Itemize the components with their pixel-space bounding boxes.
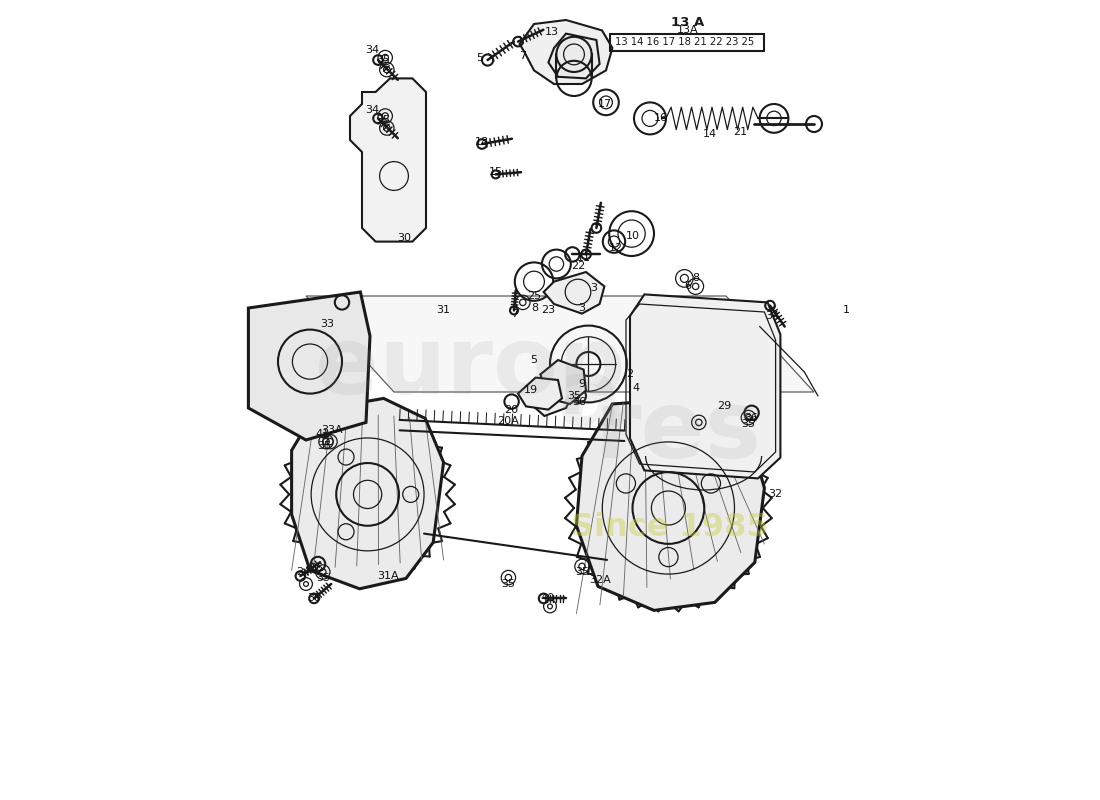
- Text: 13 14 16 17 18 21 22 23 25: 13 14 16 17 18 21 22 23 25: [615, 38, 755, 47]
- Text: europ: europ: [315, 322, 625, 414]
- Text: 1: 1: [843, 306, 849, 315]
- Text: 40: 40: [540, 594, 554, 603]
- Text: 31: 31: [436, 306, 450, 315]
- Text: 36: 36: [745, 413, 759, 422]
- Text: 23: 23: [541, 306, 556, 315]
- Polygon shape: [531, 368, 581, 416]
- Text: 21: 21: [734, 127, 748, 137]
- Text: 33: 33: [320, 319, 334, 329]
- Text: 35: 35: [575, 567, 589, 577]
- Text: 20: 20: [505, 405, 519, 414]
- Text: 3: 3: [591, 283, 597, 293]
- Polygon shape: [630, 294, 780, 478]
- Text: 12: 12: [608, 243, 623, 253]
- Text: 35: 35: [741, 419, 756, 429]
- Text: 32A: 32A: [588, 575, 610, 585]
- Text: 6: 6: [684, 282, 691, 291]
- Polygon shape: [292, 398, 443, 589]
- Text: 24: 24: [297, 567, 310, 577]
- Text: 35: 35: [318, 442, 331, 451]
- Text: 16: 16: [653, 114, 668, 123]
- Text: 41: 41: [316, 429, 330, 438]
- Text: 35: 35: [376, 115, 389, 125]
- Text: 34: 34: [365, 45, 380, 54]
- Text: 20A: 20A: [497, 416, 519, 426]
- Text: 5: 5: [530, 355, 538, 365]
- Text: 18: 18: [475, 138, 490, 147]
- Text: 13: 13: [544, 27, 559, 37]
- Text: 8: 8: [692, 274, 700, 283]
- Text: 19: 19: [524, 386, 538, 395]
- Text: 4: 4: [632, 383, 639, 393]
- Text: 38: 38: [307, 594, 321, 603]
- Text: res: res: [594, 386, 761, 478]
- Text: 36: 36: [572, 397, 586, 406]
- Text: 9: 9: [579, 379, 585, 389]
- Text: Since 1985: Since 1985: [571, 513, 769, 543]
- Polygon shape: [543, 272, 604, 314]
- Text: 5: 5: [476, 53, 483, 62]
- Text: 35: 35: [502, 579, 516, 589]
- Polygon shape: [249, 292, 370, 440]
- Text: 2: 2: [626, 369, 634, 378]
- Text: 33A: 33A: [321, 426, 343, 435]
- Text: 11: 11: [576, 253, 591, 262]
- Text: 7: 7: [512, 309, 518, 318]
- Text: 32: 32: [769, 490, 783, 499]
- Text: 14: 14: [703, 130, 717, 139]
- Text: 29: 29: [717, 402, 732, 411]
- Text: 35: 35: [316, 573, 330, 582]
- Text: a: a: [558, 354, 622, 446]
- Text: 13A: 13A: [676, 26, 698, 35]
- Polygon shape: [540, 360, 586, 404]
- Text: 8: 8: [531, 303, 538, 313]
- Polygon shape: [519, 20, 613, 84]
- Text: 34: 34: [766, 311, 780, 321]
- Polygon shape: [350, 78, 426, 242]
- Text: 25: 25: [527, 291, 541, 301]
- Text: 34: 34: [365, 106, 380, 115]
- Polygon shape: [518, 378, 562, 410]
- Text: 31A: 31A: [377, 571, 399, 581]
- Text: 7: 7: [519, 51, 527, 61]
- Text: 35: 35: [566, 391, 581, 401]
- Text: 15: 15: [488, 167, 503, 177]
- Text: 35: 35: [376, 55, 389, 65]
- Text: 30: 30: [397, 234, 411, 243]
- Text: 13 A: 13 A: [671, 16, 704, 29]
- Polygon shape: [549, 34, 600, 78]
- Text: 22: 22: [571, 261, 585, 270]
- Text: 36: 36: [309, 563, 323, 573]
- Polygon shape: [306, 296, 814, 392]
- Polygon shape: [576, 398, 764, 610]
- Text: 17: 17: [597, 99, 612, 109]
- Text: 10: 10: [626, 231, 639, 241]
- Text: 3: 3: [579, 303, 585, 313]
